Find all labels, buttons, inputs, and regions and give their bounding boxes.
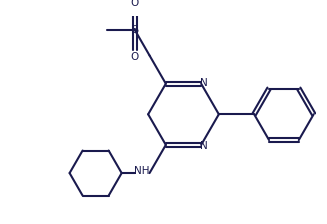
Text: O: O	[130, 52, 139, 62]
Text: S: S	[131, 25, 138, 35]
Text: O: O	[130, 0, 139, 8]
Text: NH: NH	[134, 166, 150, 176]
Text: N: N	[200, 78, 208, 88]
Text: N: N	[200, 141, 208, 151]
